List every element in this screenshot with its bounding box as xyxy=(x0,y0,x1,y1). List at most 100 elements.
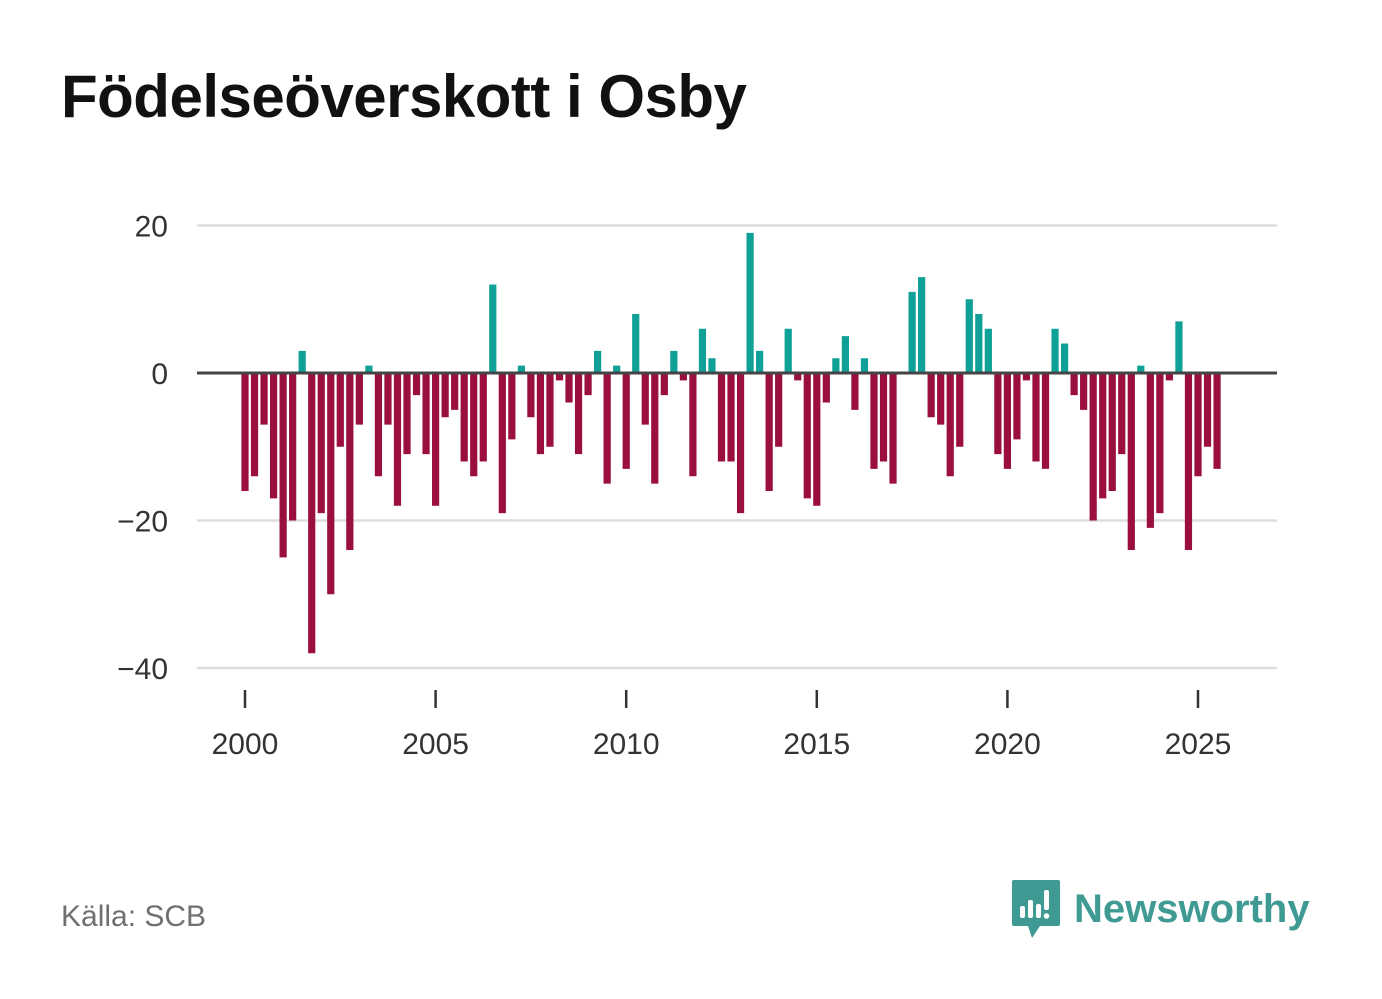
bar xyxy=(975,314,983,373)
bar xyxy=(384,373,392,425)
bar xyxy=(269,373,278,499)
x-tick-label: 2000 xyxy=(212,728,279,761)
bar xyxy=(527,373,535,418)
bar xyxy=(670,350,678,374)
bar xyxy=(927,373,935,418)
bar xyxy=(622,373,630,469)
bar xyxy=(708,358,716,373)
source-note: Källa: SCB xyxy=(61,900,207,933)
bar xyxy=(441,373,449,418)
bar xyxy=(470,373,478,477)
bar xyxy=(1089,373,1097,521)
bar xyxy=(241,373,249,491)
bar xyxy=(584,373,592,396)
bar xyxy=(346,373,354,550)
bar xyxy=(946,373,954,477)
bar xyxy=(1032,373,1040,462)
bar xyxy=(1203,373,1212,447)
bar xyxy=(298,350,306,374)
bar xyxy=(1146,373,1154,528)
bar xyxy=(555,373,564,381)
bar xyxy=(689,373,697,477)
bar xyxy=(660,373,668,396)
bar xyxy=(498,373,506,514)
bar xyxy=(260,373,268,425)
bar xyxy=(832,358,840,373)
bar xyxy=(918,277,926,374)
y-tick-label: −20 xyxy=(117,506,168,539)
bar xyxy=(403,373,411,455)
newsworthy-logo-icon xyxy=(1012,880,1060,938)
bar xyxy=(1184,373,1193,550)
bar xyxy=(1022,373,1031,381)
bar xyxy=(422,373,430,455)
y-tick-label: 0 xyxy=(151,358,168,391)
x-tick-label: 2015 xyxy=(783,728,850,761)
bar xyxy=(1127,373,1135,550)
bar xyxy=(574,373,583,455)
bar xyxy=(451,373,459,410)
bar xyxy=(1041,373,1050,469)
bar xyxy=(1175,321,1183,374)
bar xyxy=(546,373,554,447)
bar xyxy=(1080,373,1088,410)
bars xyxy=(241,232,1221,654)
bar xyxy=(289,373,297,521)
bar xyxy=(775,373,783,447)
chart-title: Födelseöverskott i Osby xyxy=(61,63,747,130)
bar xyxy=(250,373,259,477)
bar xyxy=(1165,373,1174,381)
bar xyxy=(908,291,916,374)
bar xyxy=(432,373,440,506)
bar xyxy=(1194,373,1202,477)
x-tick-label: 2005 xyxy=(402,728,469,761)
bar xyxy=(784,328,792,373)
bar xyxy=(746,232,754,374)
bar xyxy=(803,373,811,499)
bar xyxy=(679,373,687,381)
brand-name: Newsworthy xyxy=(1074,886,1310,931)
bar xyxy=(765,373,773,491)
bar xyxy=(1156,373,1164,514)
bar xyxy=(698,328,707,373)
bar xyxy=(756,350,764,374)
bar xyxy=(508,373,516,440)
bar xyxy=(279,373,287,558)
bar xyxy=(594,350,602,374)
bar xyxy=(1003,373,1011,469)
bar xyxy=(565,373,573,403)
bar xyxy=(365,365,373,374)
bar xyxy=(889,373,897,484)
gridlines xyxy=(197,224,1277,670)
bar xyxy=(860,358,869,373)
bar xyxy=(336,373,344,447)
bar xyxy=(1013,373,1021,440)
bar xyxy=(317,373,325,514)
bar xyxy=(851,373,859,410)
bar xyxy=(1108,373,1116,491)
bar xyxy=(489,284,497,373)
bar xyxy=(641,373,649,425)
newsworthy-logo[interactable]: Newsworthy xyxy=(1010,878,1310,940)
bar xyxy=(1099,373,1107,499)
y-axis: 20 0 −20 −40 xyxy=(117,211,168,687)
bar xyxy=(327,373,335,595)
bar-chart: 20 0 −20 −40 2000 2005 2010 2015 2020 2025 xyxy=(117,211,1277,761)
bar xyxy=(603,373,611,484)
bar xyxy=(794,373,802,381)
bar xyxy=(1060,343,1069,373)
bar xyxy=(813,373,821,506)
bar xyxy=(517,365,525,374)
bar xyxy=(308,373,316,654)
bar xyxy=(1118,373,1126,455)
bar xyxy=(937,373,945,425)
bar xyxy=(879,373,888,462)
x-tick-label: 2010 xyxy=(593,728,660,761)
bar xyxy=(994,373,1002,455)
bar xyxy=(956,373,964,447)
bar xyxy=(1137,365,1145,374)
bar xyxy=(1213,373,1221,469)
bar xyxy=(870,373,878,469)
bar xyxy=(736,373,745,514)
bar xyxy=(374,373,383,477)
